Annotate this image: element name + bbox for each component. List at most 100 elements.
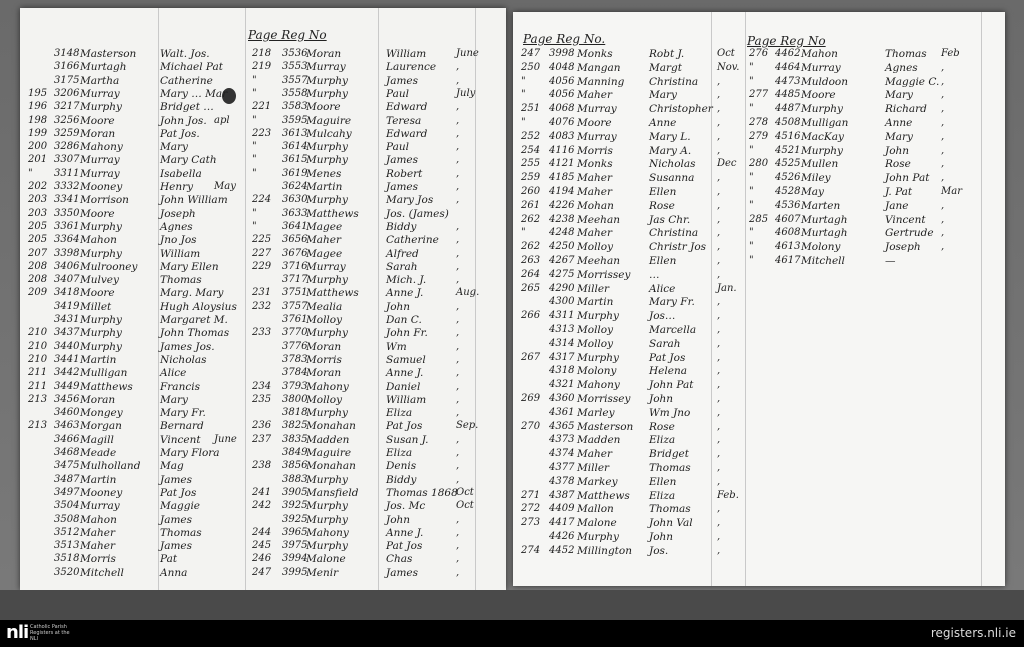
first-name: Paul (386, 141, 409, 154)
reg-number: 3995 (282, 566, 308, 578)
surname: Murray (306, 260, 346, 273)
first-name: James (386, 181, 419, 193)
month: , (456, 314, 460, 325)
surname: Morrissey (577, 268, 631, 281)
month: June (214, 433, 237, 445)
page-number: 213 (28, 420, 48, 432)
reg-number: 4275 (549, 268, 575, 280)
reg-number: 4378 (549, 475, 575, 487)
surname: Morgan (80, 420, 122, 433)
first-name: Anne J. (386, 287, 424, 300)
first-name: Agnes (885, 61, 918, 74)
reg-number: 3633 (282, 207, 308, 219)
month: , (456, 447, 460, 458)
month: , (717, 503, 721, 515)
surname: Mullen (801, 158, 839, 171)
first-name: Mary A. (649, 144, 692, 157)
first-name: Jane (885, 199, 909, 212)
surname: Maher (577, 172, 613, 185)
first-name: Pat Jos (386, 540, 423, 553)
reg-number: 3656 (282, 234, 308, 246)
month: , (456, 367, 460, 379)
reg-number: 3925 (282, 513, 308, 525)
month: Sep. (456, 420, 479, 432)
month: , (941, 117, 945, 128)
reg-number: 3925 (282, 500, 308, 512)
first-name: Mary Ellen (160, 260, 219, 273)
reg-number: 3776 (282, 340, 308, 352)
first-name: Dan C. (386, 314, 422, 326)
reg-number: 3206 (54, 87, 80, 99)
reg-number: 4516 (775, 130, 801, 142)
reg-number: 3148 (54, 48, 80, 59)
month: Aug. (456, 287, 480, 299)
site-link[interactable]: registers.nli.ie (930, 626, 1016, 640)
page-number: 260 (521, 186, 541, 197)
first-name: Thomas (649, 462, 691, 474)
first-name: Chas (386, 553, 413, 566)
reg-number: 3364 (54, 234, 80, 246)
reg-number: 4185 (549, 172, 575, 184)
surname: Mooney (80, 486, 123, 499)
first-name: Agnes (160, 220, 193, 233)
reg-number: 4267 (549, 255, 575, 266)
month: , (717, 130, 721, 142)
first-name: Sarah (649, 337, 681, 350)
month: , (941, 199, 945, 211)
first-name: William (160, 247, 201, 260)
month: , (456, 74, 460, 86)
month: apl (214, 114, 230, 126)
page-number: " (749, 199, 754, 211)
column-rule (711, 12, 712, 586)
surname: Martin (80, 473, 117, 486)
surname: Mitchell (801, 255, 845, 267)
month: , (717, 172, 721, 184)
first-name: Ellen (649, 186, 677, 198)
month: , (717, 475, 721, 487)
surname: Murphy (306, 274, 348, 287)
month: , (717, 462, 721, 473)
month: , (456, 167, 460, 179)
month: , (717, 434, 721, 446)
page-number: 231 (252, 287, 272, 299)
month: , (717, 365, 721, 377)
surname: Murtagh (801, 227, 848, 240)
reg-number: 3676 (282, 247, 308, 259)
surname: Mangan (577, 61, 621, 74)
month: , (717, 241, 721, 253)
surname: Molony (801, 241, 841, 254)
reg-number: 4452 (549, 544, 575, 556)
first-name: Anne (649, 117, 677, 129)
nli-logo[interactable]: nli (6, 622, 29, 643)
first-name: Rose (649, 199, 675, 212)
first-name: Edward (386, 127, 428, 140)
surname: Millet (80, 300, 112, 313)
surname: Murphy (801, 144, 843, 157)
reg-number: 3835 (282, 433, 308, 445)
surname: Moran (306, 48, 342, 60)
month: , (717, 420, 721, 432)
surname: Murphy (306, 473, 348, 486)
month: , (456, 127, 460, 139)
reg-number: 3468 (54, 447, 80, 458)
month: , (941, 103, 945, 115)
first-name: John Pat (649, 379, 694, 392)
reg-number: 4321 (549, 379, 575, 391)
reg-number: 4056 (549, 75, 575, 87)
first-name: Eliza (649, 434, 676, 447)
surname: Malone (306, 553, 346, 566)
first-name: Vincent (160, 433, 201, 446)
page-number: 244 (252, 526, 272, 538)
first-name: J. Pat (885, 186, 913, 198)
month: , (456, 513, 460, 525)
month: , (456, 566, 460, 578)
surname: Mulligan (801, 117, 849, 129)
first-name: John Pat (885, 172, 930, 185)
first-name: Margaret M. (160, 314, 228, 326)
surname: Madden (577, 434, 621, 447)
first-name: Henry (160, 181, 194, 193)
surname: Mulligan (80, 367, 128, 380)
month: , (717, 296, 721, 308)
surname: Maher (80, 540, 116, 553)
first-name: John William (160, 194, 228, 207)
